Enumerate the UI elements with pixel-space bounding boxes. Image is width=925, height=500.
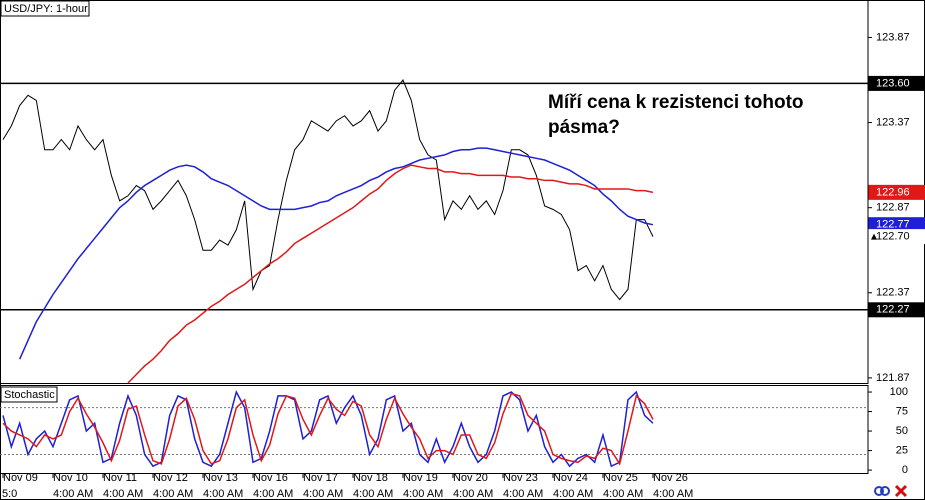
y-tick-label: 123.87 <box>876 31 910 43</box>
series-line <box>2 389 654 468</box>
stochastic-frame <box>0 385 869 474</box>
x-tick-label: Nov 09 <box>3 472 38 484</box>
x-tick-label: Nov 18 <box>353 472 388 484</box>
price-label: 122.96 <box>876 186 910 198</box>
title-box <box>0 0 90 17</box>
x-time-label: 4:00 AM <box>53 488 93 500</box>
price-label-box <box>868 229 925 245</box>
x-tick-label: Nov 17 <box>303 472 338 484</box>
series-line <box>2 79 654 301</box>
x-tick-label: Nov 26 <box>653 472 688 484</box>
y-tick-label: 50 <box>896 425 908 437</box>
y-tick-label: 25 <box>896 444 908 456</box>
y-tick-label: 100 <box>890 386 908 398</box>
panel-title: Stochastic <box>4 389 55 401</box>
series-line <box>127 164 654 384</box>
x-time-label: 4:00 AM <box>353 488 393 500</box>
chart-title: USD/JPY: 1-hour <box>4 3 88 15</box>
y-tick-label: 121.87 <box>876 372 910 384</box>
annotation: Míří cena k rezistenci tohoto pásma? <box>548 92 804 138</box>
link-icon[interactable] <box>880 486 890 496</box>
toolbar-icons[interactable] <box>874 484 908 498</box>
x-tick-label: Nov 20 <box>453 472 488 484</box>
y-tick-label: 123.37 <box>876 116 910 128</box>
y-tick-label: 122.87 <box>876 202 910 214</box>
price-label: 122.77 <box>876 219 910 231</box>
x-time-label: 4:00 AM <box>153 488 193 500</box>
x-tick-label: Nov 16 <box>253 472 288 484</box>
x-tick-label: Nov 19 <box>403 472 438 484</box>
y-tick-label: 122.37 <box>876 287 910 299</box>
link-icon[interactable] <box>874 486 884 496</box>
title-box <box>0 386 58 403</box>
x-time-label: 4:00 AM <box>603 488 643 500</box>
x-time-label: 4:00 AM <box>103 488 143 500</box>
price-arrow <box>871 233 877 240</box>
x-tick-label: Nov 10 <box>53 472 88 484</box>
x-time-label: 4:00 AM <box>503 488 543 500</box>
y-tick-label: 75 <box>896 405 908 417</box>
x-time-label: 5:0 <box>2 488 17 500</box>
x-time-label: 4:00 AM <box>253 488 293 500</box>
x-time-label: 4:00 AM <box>203 488 243 500</box>
series-line <box>2 392 654 466</box>
price-label-box <box>868 302 925 318</box>
price-label: 122.27 <box>876 304 910 316</box>
price-label-box <box>868 75 925 91</box>
x-tick-label: Nov 11 <box>103 472 137 484</box>
x-time-label: 4:00 AM <box>303 488 343 500</box>
price-label: 123.60 <box>876 77 910 89</box>
x-tick-label: Nov 12 <box>153 472 188 484</box>
x-time-label: 4:00 AM <box>653 488 693 500</box>
x-time-label: 4:00 AM <box>553 488 593 500</box>
y-tick-label: 0 <box>902 464 908 476</box>
x-tick-label: Nov 23 <box>503 472 538 484</box>
x-tick-label: Nov 25 <box>603 472 638 484</box>
x-tick-label: Nov 13 <box>203 472 238 484</box>
x-time-label: 4:00 AM <box>403 488 443 500</box>
x-tick-label: Nov 24 <box>553 472 588 484</box>
price-label: 122.70 <box>876 231 910 243</box>
series-line <box>18 147 654 360</box>
price-label-box <box>868 184 925 200</box>
close-icon[interactable] <box>894 484 908 498</box>
x-time-label: 4:00 AM <box>453 488 493 500</box>
